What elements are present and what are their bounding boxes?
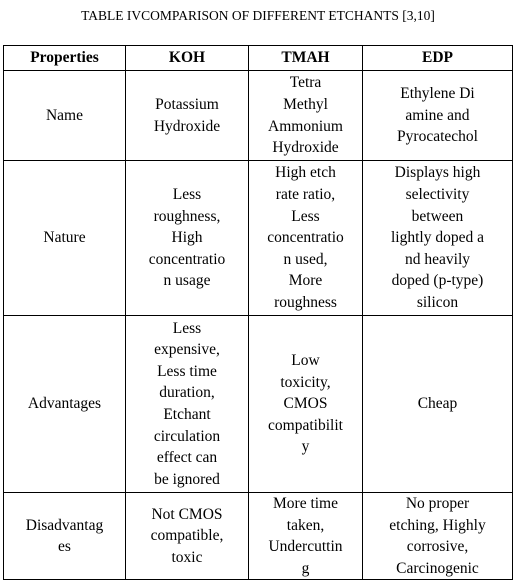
cell-line: No proper: [405, 495, 470, 512]
cell-line: Cheap: [417, 395, 458, 413]
cell-line: y: [301, 438, 310, 456]
cell-line: compatibilit: [268, 416, 343, 434]
table-cell: Displays high selectivity between lightly d…: [362, 160, 513, 316]
cell-line: concentratio: [267, 229, 344, 247]
table-row: Nature Less roughness, High concentratio n us…: [3, 160, 513, 316]
cell-line: taken,: [286, 516, 325, 534]
table-row: Advantages Less expensive, Less time duratio…: [3, 315, 513, 493]
table-title: TABLE IVCOMPARISON OF DIFFERENT ETCHANTS…: [81, 8, 435, 23]
cell-line: selectivity: [405, 186, 470, 204]
cell-line: More: [288, 272, 323, 290]
cell-line: duration,: [159, 384, 215, 402]
table-cell: No proper etching, Highly corrosive, Carcin…: [362, 491, 513, 581]
cell-line: g: [301, 559, 310, 577]
table-row: Disadvantag es Not CMOS compatible, toxic Mor…: [3, 491, 513, 581]
cell-line: silicon: [416, 293, 459, 311]
table-cell: Not CMOS compatible, toxic: [125, 491, 249, 581]
cell-line: etching, Highly: [389, 516, 486, 534]
table: Properties KOH TMAH EDP Name Potassium Hydrox…: [3, 45, 513, 581]
cell-line: nd heavily: [405, 250, 470, 268]
cell-line: Pyrocatechol: [397, 128, 478, 146]
cell-line: roughness: [274, 293, 337, 311]
header-cell: Properties: [3, 45, 126, 71]
cell-line: toxic: [171, 548, 203, 566]
cell-line: toxicity,: [280, 373, 331, 391]
cell-line: Ethylene Di: [400, 85, 475, 103]
cell-line: doped (p-type): [391, 272, 484, 290]
cell-line: Disadvantag: [25, 516, 104, 534]
cell-line: High etch: [275, 164, 336, 182]
table-cell: Tetra Methyl Ammonium Hydroxide: [248, 70, 363, 161]
cell-line: n usage: [163, 272, 211, 290]
table-body: Name Potassium Hydroxide Tetra Methyl Ammoniu…: [3, 70, 513, 581]
cell-line: Ammonium: [268, 117, 343, 135]
cell-line: Less: [172, 186, 202, 204]
cell-line: Low: [291, 352, 320, 370]
table-cell: High etch rate ratio, Less concentratio n us…: [248, 160, 363, 316]
table-cell: Less expensive, Less time duration, Etchant c…: [125, 315, 249, 493]
cell-line: Advantages: [27, 395, 102, 413]
cell-line: concentratio: [148, 250, 226, 268]
cell-line: roughness,: [153, 207, 221, 225]
cell-line: n used,: [283, 250, 328, 268]
table-cell: Cheap: [362, 315, 513, 493]
cell-line: Displays high: [394, 164, 481, 182]
row-label-cell: Nature: [3, 160, 126, 316]
header-cell: EDP: [362, 45, 513, 71]
cell-line: Less: [172, 319, 202, 337]
cell-line: Undercuttin: [268, 538, 343, 556]
table-cell: Low toxicity, CMOS compatibilit y: [248, 315, 363, 493]
cell-line: Carcinogenic: [396, 559, 479, 577]
cell-line: Less time: [157, 362, 217, 380]
cell-line: Methyl: [283, 95, 328, 113]
cell-line: rate ratio,: [275, 186, 336, 204]
cell-line: amine and: [405, 106, 470, 124]
cell-line: Potassium: [155, 95, 219, 113]
cell-line: Tetra: [289, 74, 322, 92]
cell-line: be ignored: [154, 470, 220, 488]
table-cell: Ethylene Di amine and Pyrocatechol: [362, 70, 513, 161]
cell-line: compatible,: [150, 527, 224, 545]
cell-line: Etchant: [163, 406, 211, 423]
cell-line: More time: [273, 495, 338, 512]
cell-line: Name: [45, 106, 83, 124]
header-cell: TMAH: [248, 45, 363, 71]
header-row: Properties KOH TMAH EDP: [3, 45, 513, 71]
cell-line: between: [411, 207, 464, 225]
cell-line: Hydroxide: [153, 117, 221, 135]
cell-line: High: [171, 229, 203, 247]
row-label-cell: Advantages: [3, 315, 126, 493]
cell-line: Nature: [43, 229, 86, 247]
cell-line: Less: [291, 207, 320, 225]
table-row: Name Potassium Hydroxide Tetra Methyl Ammoniu…: [3, 70, 513, 161]
table-cell: Less roughness, High concentratio n usage: [125, 160, 249, 316]
cell-line: Not CMOS: [151, 505, 223, 523]
cell-line: lightly doped a: [391, 229, 484, 247]
cell-line: expensive,: [154, 341, 220, 359]
header-cell: KOH: [125, 45, 249, 71]
row-label-cell: Name: [3, 70, 126, 161]
cell-line: es: [58, 538, 71, 556]
table-cell: More time taken, Undercuttin g: [248, 491, 363, 581]
cell-line: corrosive,: [406, 538, 469, 556]
cell-line: CMOS: [283, 395, 328, 413]
cell-line: circulation: [153, 427, 221, 445]
table-cell: Potassium Hydroxide: [125, 70, 249, 161]
cell-line: effect can: [156, 449, 218, 467]
cell-line: Hydroxide: [272, 139, 339, 157]
row-label-cell: Disadvantag es: [3, 491, 126, 581]
